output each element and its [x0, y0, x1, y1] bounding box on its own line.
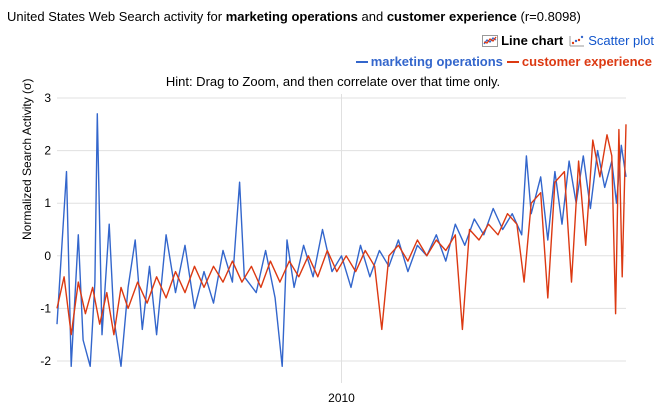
series-line-1	[56, 113, 627, 367]
title-and: and	[357, 9, 387, 24]
view-switcher: Line chart Scatter plot	[482, 33, 654, 48]
line-chart-label: Line chart	[501, 33, 564, 48]
scatter-plot-link[interactable]: Scatter plot	[569, 33, 654, 48]
line-chart-icon	[482, 34, 499, 47]
y-tick-label: 1	[44, 196, 51, 210]
zoom-hint: Hint: Drag to Zoom, and then correlate o…	[165, 74, 501, 89]
series-line-2	[56, 124, 627, 336]
y-tick-label: 3	[44, 91, 51, 105]
scatter-plot-label: Scatter plot	[588, 33, 654, 48]
y-tick-label: 2	[44, 144, 51, 158]
chart-title: United States Web Search activity for ma…	[7, 9, 581, 24]
y-tick-label: 0	[44, 249, 51, 263]
y-tick-label: -2	[40, 354, 51, 368]
y-tick-label: -1	[40, 301, 51, 315]
legend-item-series1: marketing operations	[355, 54, 503, 69]
legend-swatch-series1	[355, 60, 368, 63]
title-suffix: (r=0.8098)	[516, 9, 581, 24]
title-term1: marketing operations	[225, 9, 358, 24]
legend: marketing operations customer experience	[355, 54, 652, 69]
scatter-plot-icon	[569, 35, 585, 46]
line-chart-link[interactable]: Line chart	[482, 33, 563, 48]
legend-item-series2: customer experience	[506, 54, 652, 69]
legend-label-series2: customer experience	[521, 54, 652, 69]
title-term2: customer experience	[386, 9, 517, 24]
legend-label-series1: marketing operations	[370, 54, 503, 69]
legend-swatch-series2	[506, 60, 519, 63]
x-tick-label: 2010	[328, 391, 355, 405]
title-prefix: United States Web Search activity for	[7, 9, 226, 24]
